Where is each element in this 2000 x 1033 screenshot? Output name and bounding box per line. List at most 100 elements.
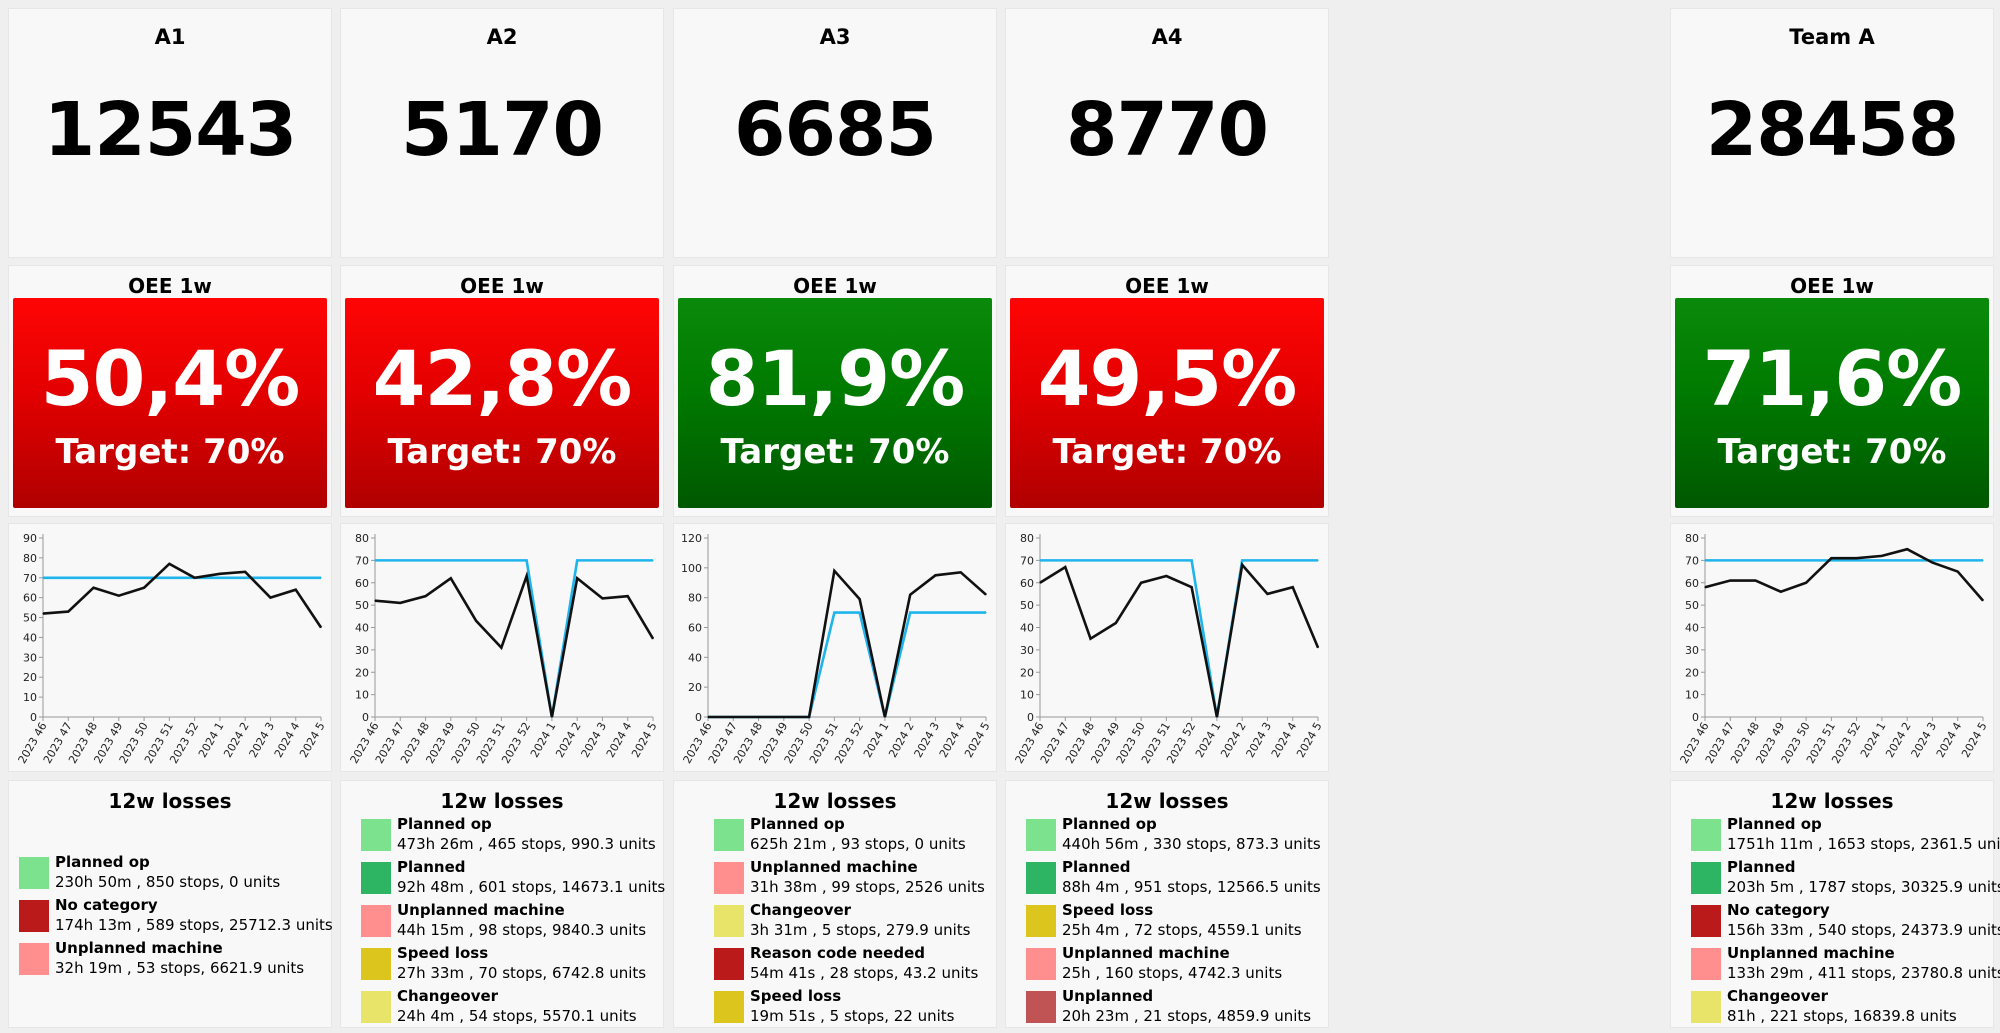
y-tick-label: 20: [355, 666, 369, 679]
loss-detail: 133h 29m , 411 stops, 23780.8 units: [1727, 964, 2000, 982]
y-tick-label: 0: [1692, 711, 1699, 724]
actual-oee-line-point: [859, 598, 861, 600]
oee-value: 49,5%: [1037, 334, 1298, 423]
loss-detail: 92h 48m , 601 stops, 14673.1 units: [397, 878, 666, 896]
actual-oee-line-point: [1191, 586, 1193, 588]
loss-name: Unplanned machine: [750, 858, 918, 876]
target-line-point: [934, 611, 937, 614]
loss-color-swatch: [19, 943, 49, 975]
loss-name: Unplanned machine: [1062, 944, 1230, 962]
target-line-point: [985, 611, 987, 614]
loss-name: Planned: [1062, 858, 1131, 876]
actual-oee-line-point: [1089, 638, 1092, 640]
loss-item: Unplanned machine 32h 19m , 53 stops, 662…: [19, 939, 331, 982]
loss-item: Unplanned machine 25h , 160 stops, 4742.3…: [1026, 944, 1328, 987]
loss-name: Speed loss: [397, 944, 489, 962]
oee-value: 42,8%: [372, 334, 633, 423]
target-line-point: [1881, 559, 1883, 561]
actual-oee-line-point: [450, 577, 452, 579]
y-tick-label: 50: [1020, 599, 1034, 612]
oee-status-box: 42,8% Target: 70%: [345, 298, 659, 508]
actual-oee-line-point: [1754, 579, 1757, 582]
y-tick-label: 80: [688, 592, 702, 605]
loss-item: Speed loss 27h 33m , 70 stops, 6742.8 uni…: [361, 944, 663, 987]
loss-name: Changeover: [397, 987, 499, 1005]
y-tick-label: 80: [355, 532, 369, 545]
y-tick-label: 40: [1020, 622, 1034, 635]
actual-oee-line-point: [1292, 586, 1294, 588]
loss-name: Planned op: [750, 815, 845, 833]
target-line-point: [1241, 559, 1243, 561]
oee-value: 50,4%: [40, 334, 301, 423]
actual-oee-line-point: [42, 612, 44, 615]
loss-list: Planned op 230h 50m , 850 stops, 0 units N…: [9, 853, 333, 982]
target-line-point: [627, 559, 629, 561]
y-tick-label: 0: [1027, 711, 1034, 724]
actual-oee-line-point: [1039, 582, 1041, 584]
oee-trend-chart-a1: 0 10 20 30 40 50 60 70 80 90 2023 46 2023 47 2023 48…: [8, 523, 332, 772]
y-tick-label: 90: [23, 532, 37, 545]
loss-list: Planned op 473h 26m , 465 stops, 990.3 un…: [341, 815, 666, 1030]
y-tick-label: 70: [23, 572, 37, 585]
target-line-point: [1140, 559, 1142, 561]
target-line-point: [1856, 559, 1858, 561]
actual-oee-line-point: [884, 716, 886, 718]
losses-title: 12w losses: [440, 789, 564, 813]
y-tick-label: 20: [688, 681, 702, 694]
oee-target: Target: 70%: [1717, 432, 1947, 472]
target-line-point: [601, 559, 604, 561]
y-tick-label: 120: [681, 532, 702, 545]
oee-target: Target: 70%: [1052, 432, 1282, 472]
target-line-point: [1754, 559, 1757, 561]
target-line-point: [859, 611, 861, 614]
x-tick-label: 2024 5: [297, 720, 328, 760]
oee-target: Target: 70%: [55, 432, 285, 472]
target-line-point: [92, 577, 95, 579]
loss-detail: 20h 23m , 21 stops, 4859.9 units: [1062, 1007, 1312, 1025]
y-tick-label: 50: [355, 599, 369, 612]
loss-color-swatch: [361, 948, 391, 980]
oee-trend-chart-a2: 0 10 20 30 40 50 60 70 80 2023 46 2023 47 2023 48 20…: [340, 523, 664, 772]
loss-color-swatch: [1691, 905, 1721, 937]
y-tick-label: 0: [695, 711, 702, 724]
target-line-point: [652, 559, 654, 561]
target-line-point: [1931, 559, 1934, 561]
loss-color-swatch: [361, 991, 391, 1023]
y-tick-label: 70: [1020, 554, 1034, 567]
loss-color-swatch: [1691, 991, 1721, 1023]
actual-oee-line-point: [1115, 622, 1117, 624]
losses-title: 12w losses: [773, 789, 897, 813]
loss-detail: 203h 5m , 1787 stops, 30325.9 units: [1727, 878, 2000, 896]
count-tile-a3: A3 6685: [673, 8, 997, 258]
loss-item: Unplanned machine 44h 15m , 98 stops, 984…: [361, 901, 663, 944]
actual-oee-line-point: [143, 587, 145, 589]
loss-name: Planned op: [1062, 815, 1157, 833]
y-tick-label: 0: [362, 711, 369, 724]
oee-title: OEE 1w: [1790, 274, 1874, 298]
actual-oee-line-point: [526, 575, 528, 577]
actual-oee-line-point: [652, 638, 654, 640]
y-tick-label: 70: [355, 554, 369, 567]
loss-detail: 25h , 160 stops, 4742.3 units: [1062, 964, 1283, 982]
loss-detail: 625h 21m , 93 stops, 0 units: [750, 835, 966, 853]
loss-name: Unplanned machine: [1727, 944, 1895, 962]
target-line-point: [269, 577, 272, 579]
loss-item: Planned 203h 5m , 1787 stops, 30325.9 uni…: [1691, 858, 2000, 901]
target-line-point: [1704, 559, 1706, 561]
target-line-point: [1089, 559, 1092, 561]
loss-color-swatch: [1026, 991, 1056, 1023]
loss-name: Unplanned machine: [55, 939, 223, 957]
target-line-point: [42, 577, 44, 579]
oee-trend-chart-a3: 0 20 40 60 80 100 120 2023 46 2023 47 2023 48 2023…: [673, 523, 997, 772]
loss-color-swatch: [1026, 862, 1056, 894]
y-tick-label: 40: [688, 651, 702, 664]
actual-oee-line: [1039, 561, 1320, 718]
loss-item: Planned op 625h 21m , 93 stops, 0 units: [714, 815, 996, 858]
loss-item: Planned op 1751h 11m , 1653 stops, 2361.5…: [1691, 815, 2000, 858]
loss-item: Unplanned machine 133h 29m , 411 stops, 2…: [1691, 944, 2000, 987]
oee-title: OEE 1w: [793, 274, 877, 298]
actual-oee-line: [708, 567, 987, 719]
x-tick-label: 2024 5: [962, 720, 993, 760]
